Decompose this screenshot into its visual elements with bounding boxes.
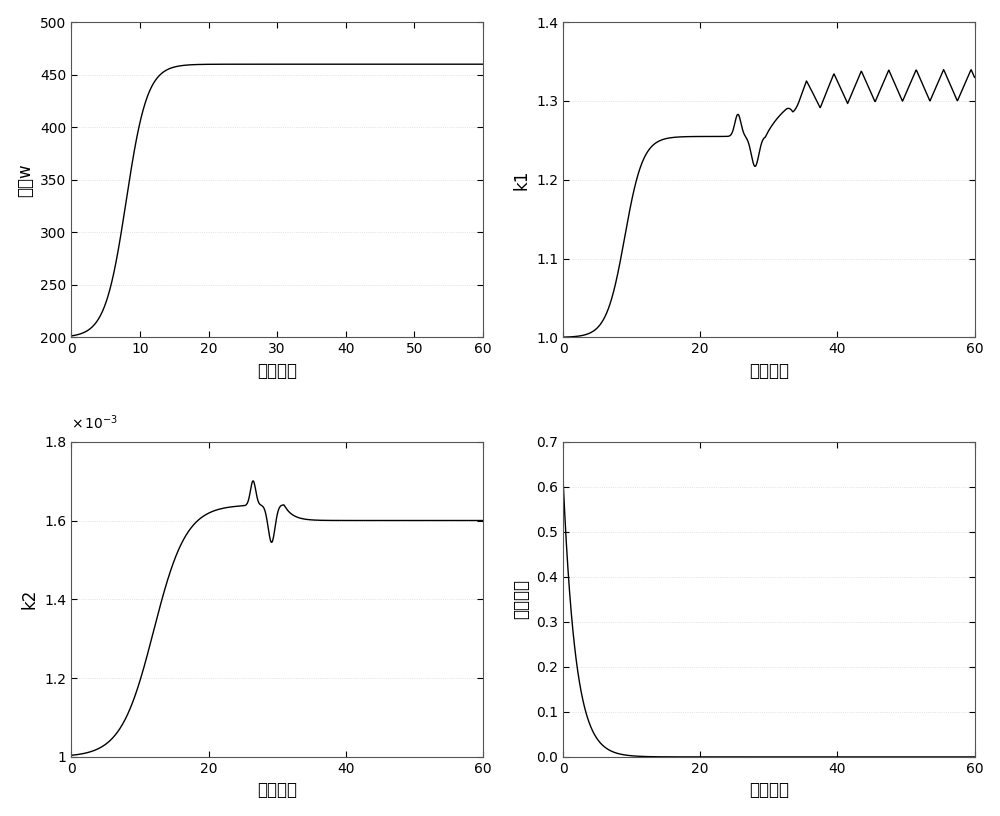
X-axis label: 迭代次数: 迭代次数 bbox=[257, 361, 297, 379]
X-axis label: 迭代次数: 迭代次数 bbox=[257, 782, 297, 800]
Y-axis label: k1: k1 bbox=[512, 170, 530, 190]
X-axis label: 迭代次数: 迭代次数 bbox=[749, 361, 789, 379]
Y-axis label: 频率w: 频率w bbox=[17, 163, 35, 197]
Y-axis label: 目标函数: 目标函数 bbox=[513, 579, 531, 619]
Y-axis label: k2: k2 bbox=[21, 589, 39, 610]
Text: $\times\,10^{-3}$: $\times\,10^{-3}$ bbox=[71, 414, 119, 432]
X-axis label: 迭代次数: 迭代次数 bbox=[749, 782, 789, 800]
